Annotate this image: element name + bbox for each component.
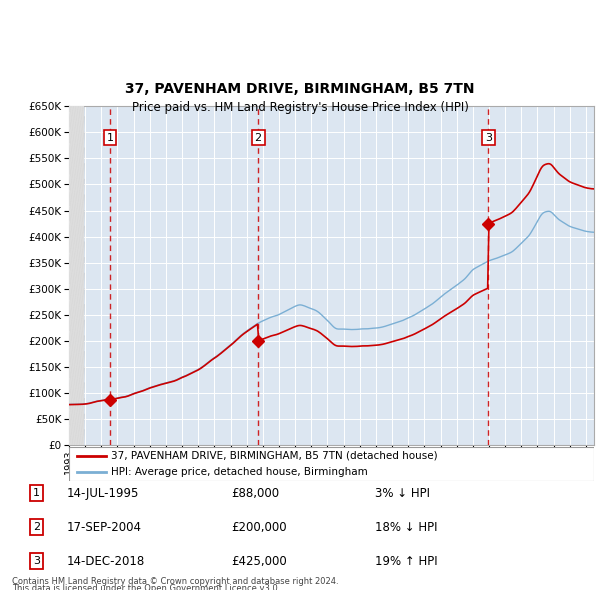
Text: 2: 2: [254, 133, 262, 143]
Text: 14-DEC-2018: 14-DEC-2018: [67, 555, 145, 568]
Text: 14-JUL-1995: 14-JUL-1995: [67, 487, 139, 500]
Text: £88,000: £88,000: [231, 487, 279, 500]
Bar: [69, 106, 85, 445]
FancyBboxPatch shape: [69, 447, 594, 481]
Text: 18% ↓ HPI: 18% ↓ HPI: [375, 521, 437, 534]
Text: Price paid vs. HM Land Registry's House Price Index (HPI): Price paid vs. HM Land Registry's House …: [131, 101, 469, 114]
Text: £425,000: £425,000: [231, 555, 287, 568]
Text: Contains HM Land Registry data © Crown copyright and database right 2024.: Contains HM Land Registry data © Crown c…: [12, 577, 338, 586]
Text: 19% ↑ HPI: 19% ↑ HPI: [375, 555, 437, 568]
Text: 3: 3: [485, 133, 492, 143]
Text: £200,000: £200,000: [231, 521, 287, 534]
Text: 1: 1: [33, 489, 40, 498]
Text: 3% ↓ HPI: 3% ↓ HPI: [375, 487, 430, 500]
Text: 1: 1: [107, 133, 113, 143]
Text: 2: 2: [33, 522, 40, 532]
Text: 37, PAVENHAM DRIVE, BIRMINGHAM, B5 7TN (detached house): 37, PAVENHAM DRIVE, BIRMINGHAM, B5 7TN (…: [111, 451, 437, 461]
Text: 3: 3: [33, 556, 40, 566]
Text: 37, PAVENHAM DRIVE, BIRMINGHAM, B5 7TN: 37, PAVENHAM DRIVE, BIRMINGHAM, B5 7TN: [125, 81, 475, 96]
Text: This data is licensed under the Open Government Licence v3.0.: This data is licensed under the Open Gov…: [12, 584, 280, 590]
Text: HPI: Average price, detached house, Birmingham: HPI: Average price, detached house, Birm…: [111, 467, 368, 477]
Text: 17-SEP-2004: 17-SEP-2004: [67, 521, 142, 534]
